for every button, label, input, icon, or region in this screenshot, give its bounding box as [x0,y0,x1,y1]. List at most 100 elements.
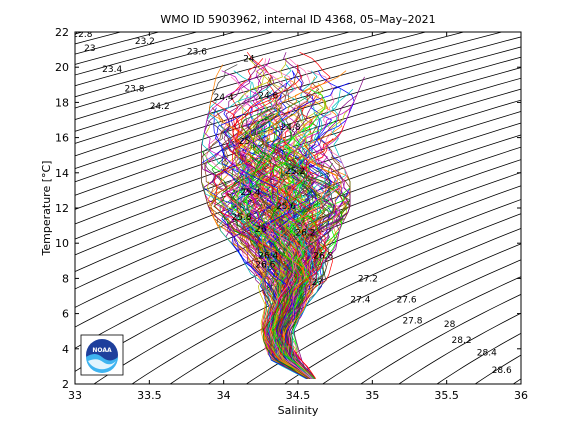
isopycnal-line [75,88,521,240]
isopycnal-label: 27.8 [402,317,422,327]
isopycnal-line [283,259,521,384]
isopycnal-line [75,46,521,183]
x-tick-label: 35 [365,389,379,402]
isopycnal-line [207,228,521,384]
isopycnal-label: 26.6 [255,260,275,270]
isopycnal-label: 25 [239,137,250,147]
isopycnal-label: 24 [243,54,255,64]
y-tick-label: 14 [55,167,69,180]
isopycnal-line [75,32,313,98]
profile-line [223,76,309,380]
y-tick-label: 4 [62,343,69,356]
isopycnal-label: 28 [444,320,456,330]
isopycnal-line [398,312,521,384]
isopycnal-label: 25.4 [240,188,260,198]
x-axis: 33 33.5 34 34.5 35 35.5 36 [68,32,528,402]
profile-line [255,113,317,379]
profile-line [201,119,311,379]
isopycnal-line [245,243,521,384]
isopycnal-label: 28.6 [492,366,512,376]
profile-line [243,175,312,379]
isopycnal-label: 26.8 [313,252,333,262]
isopycnal-label: 26 [255,225,267,235]
isopycnal-line [93,185,521,384]
profile-line [203,58,312,379]
profile-line [212,101,311,379]
isopycnal-line [436,332,521,384]
isopycnal-line [75,134,521,308]
y-tick-label: 8 [62,272,69,285]
isopycnal-line [75,146,521,328]
isopycnal-line [321,276,521,384]
profile-line [287,76,365,379]
profile-line [235,131,310,379]
x-tick-label: 34.5 [286,389,311,402]
isopycnal-label: 23.4 [102,65,122,75]
x-tick-label: 35.5 [434,389,459,402]
isopycnal-line [75,32,428,132]
isopycnal-line [75,56,521,196]
profile-line [213,107,308,380]
x-tick-label: 33.5 [137,389,162,402]
isopycnal-label: 23.6 [187,47,207,57]
isopycnal-line [169,213,521,384]
profile-line [255,82,312,379]
isopycnal-line [512,378,521,384]
isopycnal-label: 25.2 [285,167,305,177]
y-tick-label: 12 [55,202,69,215]
profile-line [294,187,351,379]
isopycnal-line [75,77,521,225]
x-tick-label: 36 [514,389,528,402]
y-tick-label: 16 [55,132,69,145]
noaa-logo-text: NOAA [92,347,112,354]
isopycnal-label: 27.2 [358,274,378,284]
x-tick-label: 34 [217,389,231,402]
chart-title: WMO ID 5903962, internal ID 4368, 05–May… [160,13,435,26]
x-tick-label: 33 [68,389,82,402]
isopycnal-label: 27.4 [350,296,370,306]
isopycnal-line [75,159,521,349]
isopycnal-label: 24.2 [150,102,170,112]
y-tick-label: 22 [55,26,69,39]
isopycnal-label: 23 [84,44,95,54]
isopycnal-line [75,32,504,157]
profile-line [278,169,334,379]
isopycnal-label: 27 [312,278,323,288]
profile-line [252,113,309,380]
profile-line [220,169,308,380]
profile-line [270,107,318,380]
y-axis-title: Temperature [°C] [40,161,53,257]
isopycnal-label: 25.8 [231,213,251,223]
isopycnal-line [75,32,390,120]
isopycnal-line [75,32,275,87]
isopycnal-line [360,293,521,384]
profile-line [207,64,312,379]
isopycnal-line [75,32,351,109]
profile-line [239,138,315,380]
isopycnal-label: 28.4 [477,348,497,358]
noaa-logo: NOAA [80,334,124,376]
isopycnal-label: 25.6 [276,202,296,212]
isopycnal-label: 22.8 [72,30,92,40]
isopycnal-labels: 22.8 23 23.2 23.4 23.6 23.8 24 24.2 24.4 24.6 24.8… [72,30,512,376]
profile-line [285,206,351,379]
isopycnal-line [75,172,521,372]
profile-line [264,101,339,379]
isopycnal-label: 24.6 [258,91,278,101]
y-tick-label: 10 [55,237,69,250]
isopycnal-line [131,199,521,384]
profile-line [256,107,317,379]
y-tick-label: 6 [62,308,69,321]
isopycnal-label: 28.2 [452,336,472,346]
profile-line [213,144,311,379]
isopycnal-label: 23.2 [135,37,155,47]
profile-line [281,101,342,379]
profile-line [270,199,309,379]
profile-line [279,126,345,379]
profile-line [291,88,354,379]
y-tick-label: 2 [62,378,69,391]
isopycnal-label: 23.8 [124,84,144,94]
isopycnal-label: 26.4 [258,252,278,262]
